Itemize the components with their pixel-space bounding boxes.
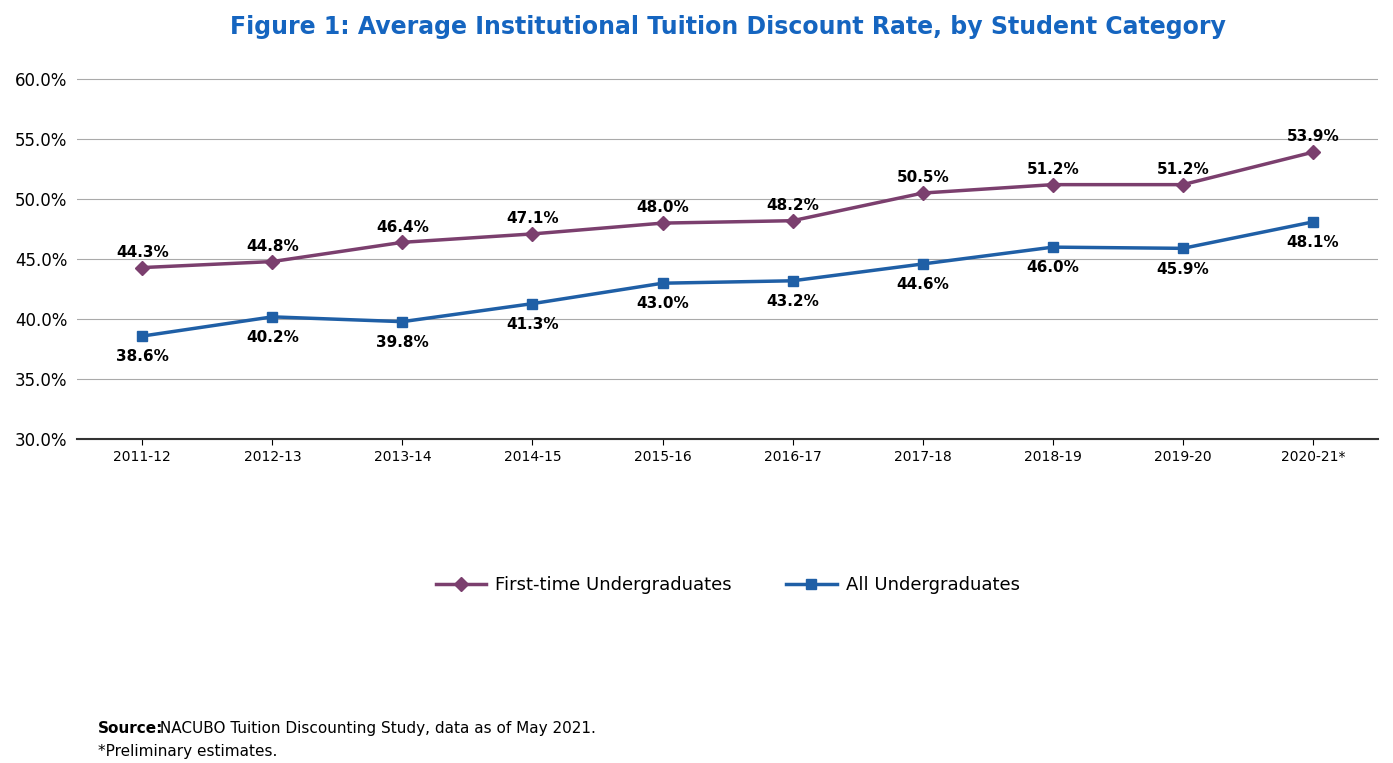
Text: 46.0%: 46.0% [1027,260,1080,275]
Text: 40.2%: 40.2% [247,330,298,345]
Text: 44.3%: 44.3% [116,245,169,259]
Text: NACUBO Tuition Discounting Study, data as of May 2021.: NACUBO Tuition Discounting Study, data a… [155,721,595,736]
Text: 51.2%: 51.2% [1027,162,1080,177]
Text: 48.2%: 48.2% [766,198,819,213]
Text: 51.2%: 51.2% [1156,162,1209,177]
Text: 44.8%: 44.8% [247,239,298,254]
Text: 45.9%: 45.9% [1156,262,1209,276]
Text: 38.6%: 38.6% [116,349,169,364]
Title: Figure 1: Average Institutional Tuition Discount Rate, by Student Category: Figure 1: Average Institutional Tuition … [230,15,1226,39]
Text: 48.0%: 48.0% [637,201,690,215]
Text: 43.2%: 43.2% [766,294,819,309]
Text: 53.9%: 53.9% [1287,130,1339,144]
Text: 41.3%: 41.3% [506,317,559,332]
Text: Source:: Source: [98,721,163,736]
Text: 43.0%: 43.0% [637,296,690,311]
Text: *Preliminary estimates.: *Preliminary estimates. [98,744,277,759]
Text: 39.8%: 39.8% [376,335,429,350]
Text: 48.1%: 48.1% [1287,235,1339,250]
Text: 46.4%: 46.4% [376,220,429,234]
Text: 44.6%: 44.6% [896,277,949,292]
Legend: First-time Undergraduates, All Undergraduates: First-time Undergraduates, All Undergrad… [429,569,1027,601]
Text: 47.1%: 47.1% [506,211,559,226]
Text: 50.5%: 50.5% [896,170,949,185]
